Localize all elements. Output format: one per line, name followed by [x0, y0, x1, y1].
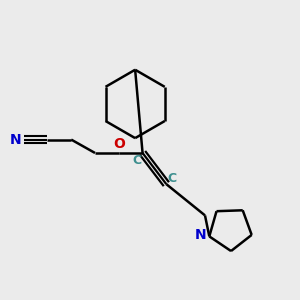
Text: N: N	[10, 133, 21, 147]
Text: N: N	[195, 228, 206, 242]
Text: O: O	[113, 137, 125, 152]
Text: C: C	[168, 172, 177, 185]
Text: C: C	[132, 154, 141, 167]
